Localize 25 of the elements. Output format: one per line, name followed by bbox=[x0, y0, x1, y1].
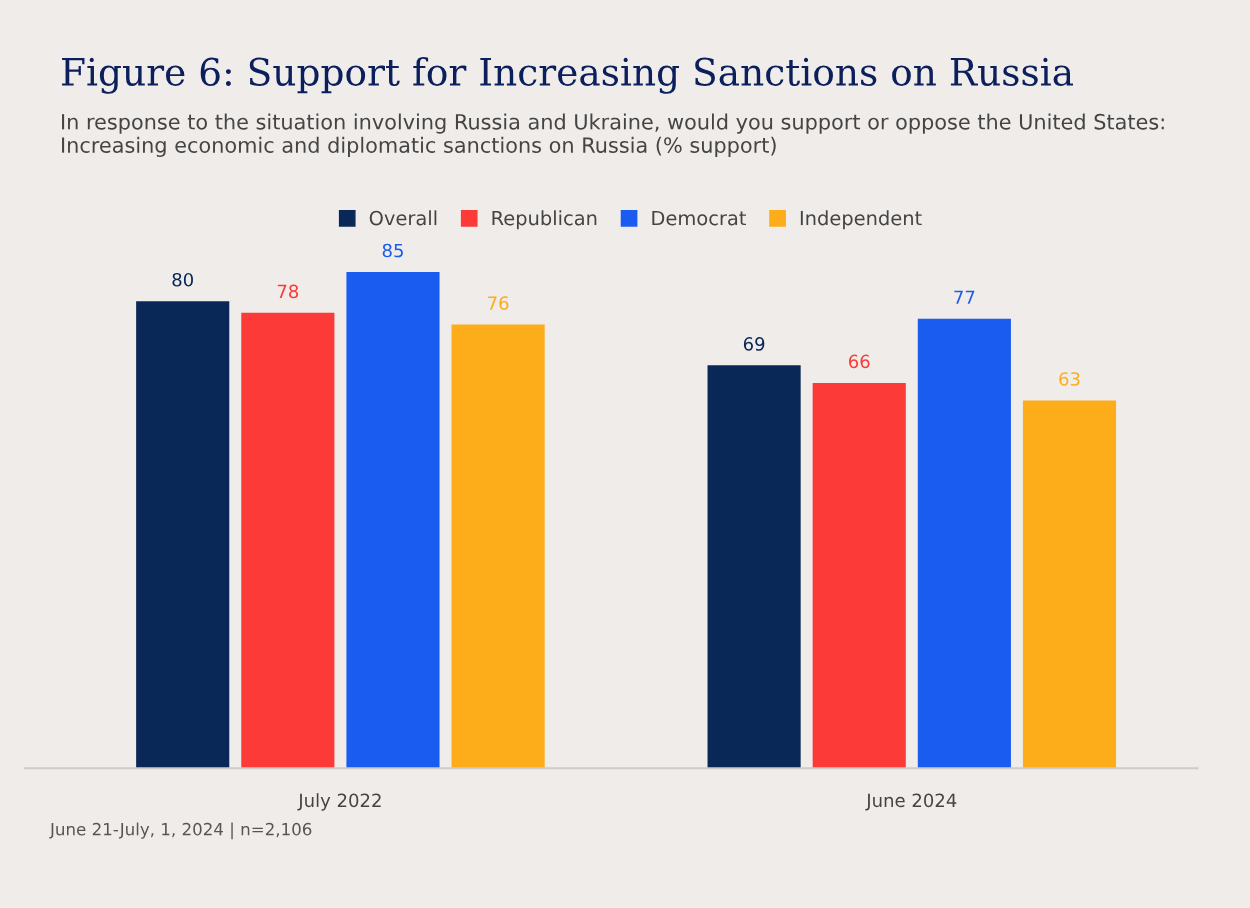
bar bbox=[346, 271, 440, 769]
data-label: 77 bbox=[954, 290, 975, 304]
x-tick-label: July 2022 bbox=[297, 793, 381, 811]
data-label: 66 bbox=[849, 354, 870, 369]
x-tick-label: June 2024 bbox=[865, 793, 957, 811]
legend-label: Independent bbox=[800, 210, 922, 230]
data-label: 76 bbox=[488, 296, 509, 310]
text: June 21-July, 1, 2024 | n=2,106 bbox=[49, 822, 312, 840]
bar bbox=[451, 324, 545, 769]
data-label: 80 bbox=[172, 272, 193, 287]
data-label: 85 bbox=[382, 243, 403, 258]
bar bbox=[917, 318, 1011, 769]
data-label: 69 bbox=[743, 337, 765, 351]
legend-label: Democrat bbox=[652, 210, 746, 226]
bar bbox=[707, 365, 801, 769]
chart-title: Figure 6: Support for Increasing Sanctions on Russia bbox=[62, 56, 1073, 94]
legend-label: Overall bbox=[369, 210, 437, 226]
bar bbox=[812, 382, 906, 769]
bar bbox=[136, 301, 230, 769]
bar bbox=[241, 312, 335, 769]
legend-label: Republican bbox=[492, 210, 597, 230]
data-label: 78 bbox=[277, 284, 299, 299]
data-label: 63 bbox=[1059, 372, 1080, 386]
chart-subtitle: In response to the situation involving Russia and Ukraine, would you support or oppose the United States: Increasing economic and diplomatic sanctions on Russia (% support) bbox=[62, 113, 1164, 157]
bar bbox=[1022, 400, 1117, 769]
